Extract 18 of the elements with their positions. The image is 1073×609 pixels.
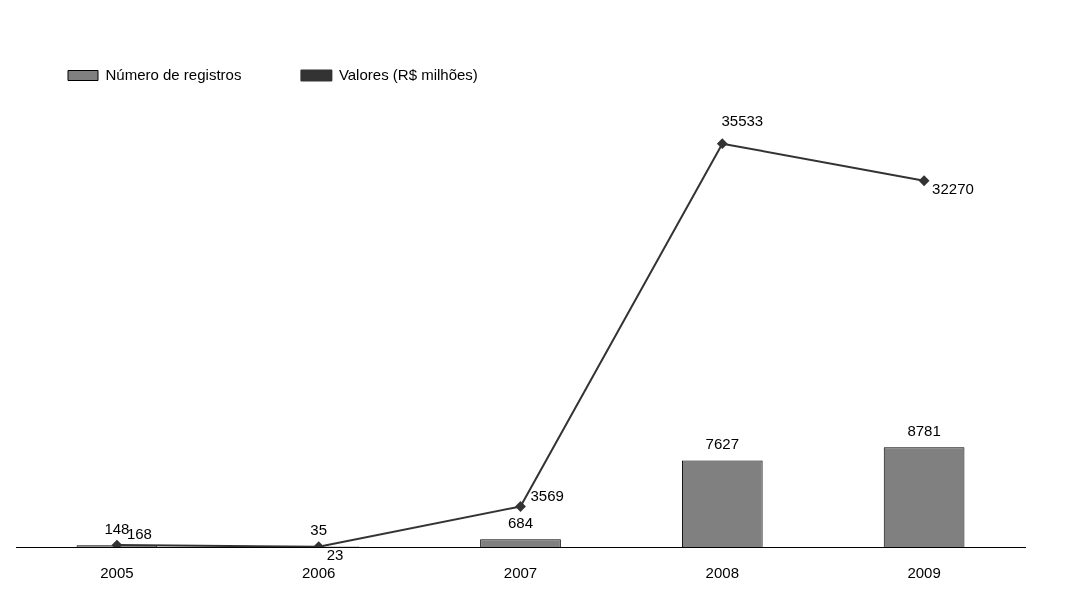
data-label: 35533 bbox=[721, 111, 764, 129]
x-tick-label: 2005 bbox=[100, 564, 134, 582]
data-label: 23 bbox=[326, 545, 344, 563]
data-label: 3569 bbox=[530, 486, 564, 504]
x-tick-label: 2007 bbox=[503, 564, 538, 582]
point bbox=[515, 501, 526, 512]
x-tick-label: 2008 bbox=[705, 564, 739, 582]
data-label: 35 bbox=[310, 521, 328, 539]
x-tick-label: 2009 bbox=[907, 564, 941, 582]
data-label: 684 bbox=[507, 513, 534, 531]
point bbox=[919, 175, 930, 186]
data-label: 7627 bbox=[705, 435, 739, 453]
data-label: 32270 bbox=[932, 179, 974, 197]
x-tick-label: 2006 bbox=[302, 564, 336, 582]
legend-label: Valores (R$ milhões) bbox=[338, 65, 478, 83]
point bbox=[717, 138, 728, 149]
legend-label: Número de registros bbox=[105, 65, 242, 83]
data-label: 8781 bbox=[907, 421, 941, 439]
